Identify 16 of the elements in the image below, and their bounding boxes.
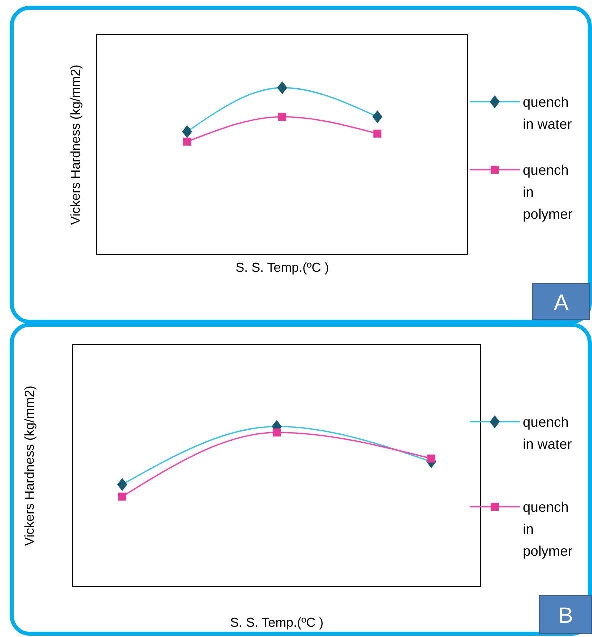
point — [278, 113, 286, 122]
point — [118, 492, 126, 501]
point — [428, 454, 436, 463]
x-axis-title: S. S. Temp.(ºC ) — [230, 615, 324, 630]
legend-label: quench in polymer — [523, 162, 574, 222]
y-axis-title: Vickers Hardness (kg/mm2) — [22, 386, 37, 546]
point — [183, 138, 192, 146]
text: A — [554, 290, 570, 315]
point — [273, 428, 281, 437]
point — [374, 130, 382, 138]
legend-label: quench in water — [523, 414, 572, 452]
text: B — [558, 603, 574, 628]
legend-label: quench in polymer — [523, 499, 574, 559]
y-axis-title: Vickers Hardness (kg/mm2) — [68, 64, 83, 226]
legend-label: quench in water — [523, 94, 572, 132]
x-axis-title: S. S. Temp.(ºC ) — [236, 260, 330, 275]
